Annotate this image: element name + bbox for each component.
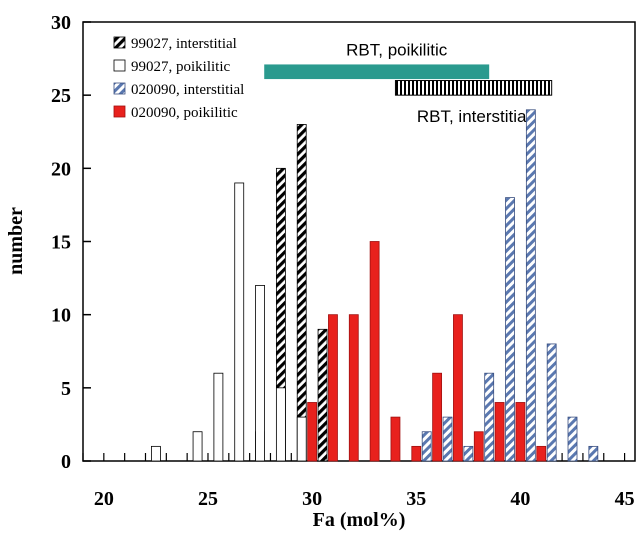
bar-series-3 [307, 402, 318, 462]
legend-label: 99027, interstitial [131, 36, 237, 52]
bar-series-3 [453, 314, 463, 462]
y-tick-label: 15 [51, 232, 71, 254]
bar-series-2 [421, 431, 432, 462]
bar-series-1 [275, 387, 286, 462]
bar-series-2 [525, 109, 536, 462]
bar-series-0 [317, 328, 328, 462]
bar-series-3 [328, 314, 338, 462]
range-label-rbt-poikilitic: RBT, poikilitic [346, 40, 448, 59]
range-bar-rbt-poikilitic [264, 64, 490, 80]
bar-series-1 [296, 416, 307, 462]
bar-series-1 [213, 372, 224, 462]
x-tick-label: 30 [302, 488, 322, 510]
bar-series-2 [463, 445, 474, 462]
y-tick-label: 25 [51, 85, 71, 107]
x-axis-title: Fa (mol%) [313, 509, 406, 531]
x-tick-label: 35 [406, 488, 426, 510]
bar-series-1 [234, 182, 245, 462]
bar-series-2 [567, 416, 578, 462]
y-tick-label: 30 [51, 12, 71, 34]
legend-swatch [113, 36, 126, 49]
bar-series-0 [296, 124, 307, 462]
bar-series-2 [588, 445, 599, 462]
bar-series-1 [151, 445, 161, 462]
x-tick-label: 25 [198, 488, 218, 510]
bar-series-3 [473, 431, 484, 462]
y-axis: 0 5 10 15 20 25 30 [51, 12, 91, 473]
bar-series-3 [432, 372, 443, 462]
legend-swatch [113, 105, 126, 118]
x-tick-label: 40 [510, 488, 530, 510]
bar-series-2 [546, 343, 557, 462]
range-label-rbt-interstitial: RBT, interstitial [417, 107, 530, 126]
bar-series-2 [442, 416, 453, 462]
bar-series-3 [494, 402, 505, 462]
bar-series-1 [192, 431, 203, 462]
x-tick-label: 45 [615, 488, 635, 510]
legend-label: 020090, poikilitic [131, 105, 238, 121]
bar-series-1 [255, 284, 265, 462]
range-bars: RBT, poikilitic RBT, interstitial [264, 40, 553, 126]
y-tick-label: 20 [51, 158, 71, 180]
bars [151, 109, 599, 462]
x-tick-label: 20 [94, 488, 114, 510]
bar-series-3 [348, 314, 359, 462]
legend: 99027, interstitial 99027, poikilitic 0200… [113, 36, 244, 121]
y-tick-label: 5 [61, 378, 71, 400]
legend-swatch [113, 59, 126, 72]
bar-series-3 [515, 402, 526, 462]
bar-series-3 [390, 416, 401, 462]
y-tick-label: 0 [61, 451, 71, 473]
legend-label: 99027, poikilitic [131, 59, 231, 75]
legend-swatch [113, 82, 126, 95]
bar-series-2 [505, 197, 515, 462]
bar-series-2 [484, 372, 495, 462]
y-tick-label: 10 [51, 305, 71, 327]
y-axis-title: number [5, 207, 27, 275]
legend-label: 020090, interstitial [131, 82, 244, 98]
bar-series-3 [536, 445, 547, 462]
bar-series-3 [369, 241, 380, 462]
range-bar-rbt-interstitial [394, 80, 553, 96]
bar-series-3 [411, 445, 422, 462]
